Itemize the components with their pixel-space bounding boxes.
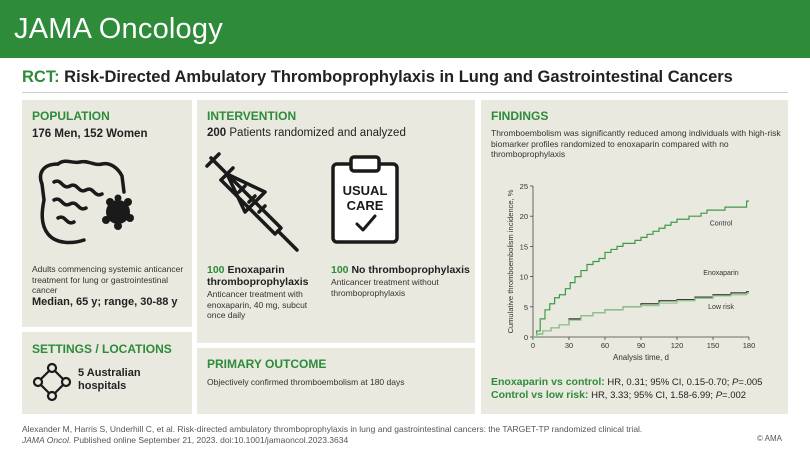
x-tick-label: 0 [531,341,535,350]
citation: Alexander M, Harris S, Underhill C, et a… [22,424,722,446]
citation-line2: . Published online September 21, 2023. d… [68,435,349,445]
x-tick-label: 150 [707,341,720,350]
usual-care-line2: CARE [346,198,384,213]
population-heading: POPULATION [32,109,110,123]
series-line-enoxaparin [533,291,749,338]
settings-label: Australian hospitals [78,367,141,392]
series-label-low-risk: Low risk [708,304,734,311]
series-label-control: Control [710,220,733,227]
settings-num: 5 [78,367,85,379]
x-tick-label: 180 [743,341,756,350]
y-tick-label: 25 [520,182,528,191]
x-tick-label: 120 [671,341,684,350]
series-label-enoxaparin: Enoxaparin [703,270,739,277]
y-tick-label: 0 [524,333,528,342]
arm1-num: 100 [207,264,225,276]
journal-header: JAMA Oncology [0,0,810,58]
res1-label: Enoxaparin vs control: [491,376,605,388]
series-line-control [533,200,749,338]
res1-p-value: =.005 [738,377,763,388]
title-prefix: RCT: [22,68,60,86]
x-axis-label: Analysis time, d [613,353,669,362]
intervention-heading: INTERVENTION [207,109,297,123]
usual-care-label: USUAL CARE [329,183,401,213]
arm1-name-line2: thromboprophylaxis [207,276,309,288]
arm2-title: 100 No thromboprophylaxis [331,264,473,276]
intervention-summary: 200 Patients randomized and analyzed [207,127,406,139]
y-tick-label: 20 [520,212,528,221]
title-divider [22,92,788,93]
usual-care-line1: USUAL [342,183,388,198]
x-tick-label: 30 [565,341,573,350]
journal-title: JAMA Oncology [14,13,223,45]
intervention-summary-text: Patients randomized and analyzed [229,127,406,139]
population-panel: POPULATION 176 Men, 152 Women Adults com… [22,100,192,327]
arm1-description: Anticancer treatment with enoxaparin, 40… [207,289,308,320]
res2-p-value: =.002 [722,390,747,401]
population-men-women: 176 Men, 152 Women [32,128,148,140]
intervention-panel: INTERVENTION 200 Patients randomized and… [197,100,475,343]
findings-text: Thromboembolism was significantly reduce… [491,128,781,159]
tumor-shape [102,194,134,230]
outcome-heading: PRIMARY OUTCOME [207,357,327,371]
citation-journal: JAMA Oncol [22,435,69,445]
outcome-panel: PRIMARY OUTCOME Objectively confirmed th… [197,348,475,414]
copyright: © AMA [757,434,783,443]
arm2-num: 100 [331,264,349,276]
res2-label: Control vs low risk: [491,389,589,401]
res2-p-italic: P [715,390,723,401]
syringe-icon [205,152,299,252]
arm2-name: No thromboprophylaxis [351,264,470,276]
y-tick-label: 5 [524,303,528,312]
citation-line1: Alexander M, Harris S, Underhill C, et a… [22,424,643,434]
network-locations-icon [32,362,72,402]
y-axis-label: Cumulative thromboembolism incidence, % [506,189,515,333]
population-age: Median, 65 y; range, 30-88 y [32,296,178,308]
infographic-title: RCT: Risk-Directed Ambulatory Thrombopro… [22,68,792,87]
title-text: Risk-Directed Ambulatory Thromboprophyla… [64,68,733,86]
arm1-name-line1: Enoxaparin [227,264,285,276]
arm2-description: Anticancer treatment without thromboprop… [331,277,439,298]
y-tick-label: 15 [520,242,528,251]
settings-heading: SETTINGS / LOCATIONS [32,342,172,356]
series-line-low-risk [533,292,749,338]
intervention-num: 200 [207,127,227,139]
intestine-lung-icon [38,159,134,245]
citation-line2-wrap: JAMA Oncol. Published online September 2… [22,435,722,446]
res1-stats: HR, 0.31; 95% CI, 0.15-0.70; [607,377,730,388]
findings-panel: FINDINGS Thromboembolism was significant… [481,100,788,414]
y-tick-label: 10 [520,273,528,282]
clipboard-icon [331,155,399,244]
outcome-text: Objectively confirmed thromboembolism at… [207,377,405,387]
x-tick-label: 60 [601,341,609,350]
finding-result-1: Enoxaparin vs control: HR, 0.31; 95% CI,… [491,376,786,389]
settings-panel: SETTINGS / LOCATIONS 5 Australian hospit… [22,332,192,414]
settings-text: 5 Australian hospitals [78,367,188,392]
finding-result-2: Control vs low risk: HR, 3.33; 95% CI, 1… [491,389,786,402]
findings-heading: FINDINGS [491,109,549,123]
x-tick-label: 90 [637,341,645,350]
arm1-title: 100 Enoxaparin thromboprophylaxis [207,264,325,288]
population-description: Adults commencing systemic anticancer tr… [32,264,184,295]
res1-p-italic: P [732,377,739,388]
res2-stats: HR, 3.33; 95% CI, 1.58-6.99; [591,390,714,401]
km-chart: 0 5 10 15 20 25 0 30 60 90 120 150 180 Analysis time,… [506,182,756,362]
